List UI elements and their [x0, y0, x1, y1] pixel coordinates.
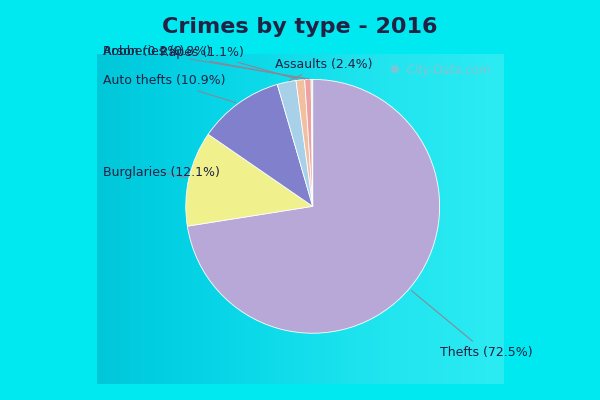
Wedge shape	[186, 134, 313, 226]
Text: City-Data.com: City-Data.com	[399, 64, 491, 77]
Text: Rapes (1.1%): Rapes (1.1%)	[160, 46, 298, 79]
Wedge shape	[305, 79, 313, 206]
Wedge shape	[296, 80, 313, 206]
Text: Thefts (72.5%): Thefts (72.5%)	[412, 290, 532, 359]
Text: Crimes by type - 2016: Crimes by type - 2016	[162, 17, 438, 37]
Wedge shape	[311, 79, 313, 206]
Text: Robberies (0.8%): Robberies (0.8%)	[103, 45, 305, 79]
Text: Arson (0.2%): Arson (0.2%)	[103, 45, 309, 79]
Text: Burglaries (12.1%): Burglaries (12.1%)	[103, 166, 220, 178]
Wedge shape	[277, 80, 313, 206]
Wedge shape	[187, 79, 440, 333]
Wedge shape	[208, 84, 313, 206]
Text: ●: ●	[389, 64, 399, 74]
Text: Auto thefts (10.9%): Auto thefts (10.9%)	[103, 74, 236, 102]
Text: Assaults (2.4%): Assaults (2.4%)	[275, 58, 372, 81]
